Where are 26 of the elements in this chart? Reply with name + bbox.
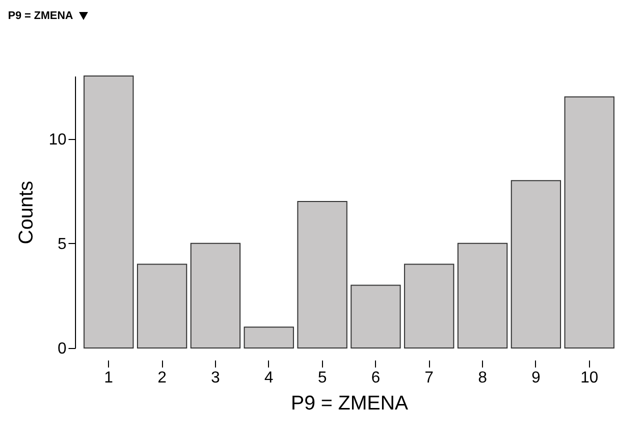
x-tick-label: 5 (318, 370, 327, 386)
bar (244, 326, 294, 348)
chart-title: P9 = ZMENA (8, 10, 74, 22)
y-tick-label: 10 (48, 131, 67, 148)
x-tick-label: 9 (531, 370, 540, 386)
bar (350, 284, 401, 348)
bar (404, 264, 454, 348)
bar (457, 242, 508, 348)
x-tick-label: 10 (580, 370, 598, 386)
x-tick-label: 8 (478, 370, 488, 386)
bar (84, 76, 134, 348)
bar (297, 201, 348, 348)
x-tick-label: 6 (371, 370, 380, 386)
bar (510, 180, 562, 348)
bar (564, 96, 614, 348)
x-tick-label: 1 (104, 370, 114, 386)
x-tick-label: 2 (158, 370, 167, 386)
y-tick-label: 0 (58, 340, 67, 358)
bar (136, 264, 188, 348)
x-tick-label: 3 (211, 370, 220, 386)
y-axis-title: Counts (16, 180, 38, 244)
x-tick-label: 4 (264, 370, 274, 386)
y-tick-label: 5 (58, 236, 67, 253)
x-axis-title: P9 = ZMENA (290, 392, 409, 414)
bar (190, 242, 241, 348)
x-tick-label: 7 (424, 370, 434, 386)
